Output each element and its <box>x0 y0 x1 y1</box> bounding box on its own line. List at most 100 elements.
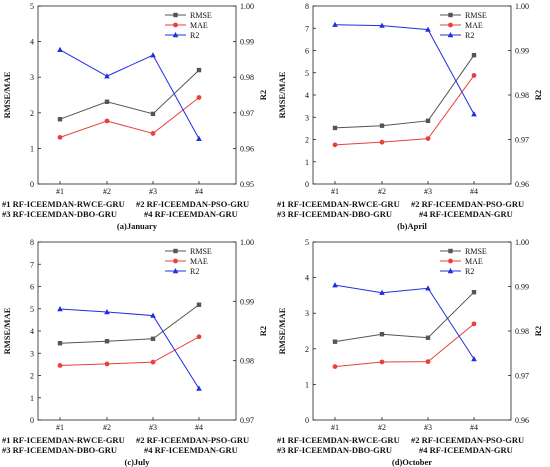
left-tick-label: 7 <box>30 260 34 269</box>
method-label: #2 RF-ICEEMDAN-PSO-GRU <box>411 435 524 445</box>
method-label: #3 RF-ICEEMDAN-DBO-GRU <box>277 445 392 455</box>
x-tick-label: #1 <box>56 423 64 432</box>
data-point-rmse <box>379 123 385 128</box>
legend-marker-rmse <box>173 12 178 18</box>
method-label: #4 RF-ICEEMDAN-GRU <box>144 209 238 219</box>
legend-marker-r2 <box>172 32 179 38</box>
x-tick-label: #3 <box>149 187 157 196</box>
legend-label: MAE <box>465 21 483 30</box>
right-tick-label: 0.99 <box>240 297 254 306</box>
method-label: #2 RF-ICEEMDAN-PSO-GRU <box>136 435 249 445</box>
data-point-rmse <box>104 339 110 344</box>
chart-caption: (d)October <box>392 457 432 467</box>
legend-marker-rmse <box>448 12 453 18</box>
data-point-rmse <box>196 302 202 307</box>
left-tick-label: 8 <box>305 2 309 11</box>
left-tick-label: 3 <box>30 73 34 82</box>
right-axis-title: R2 <box>533 90 543 100</box>
left-tick-label: 2 <box>30 109 34 118</box>
data-point-r2 <box>150 52 156 58</box>
data-point-r2 <box>104 309 110 315</box>
right-tick-label: 1.00 <box>240 2 254 11</box>
left-tick-label: 0 <box>305 416 309 425</box>
data-point-r2 <box>379 22 385 28</box>
legend-marker-rmse <box>173 248 178 254</box>
legend-label: MAE <box>190 257 208 266</box>
x-tick-label: #3 <box>424 187 432 196</box>
data-point-r2 <box>196 385 202 391</box>
series-line-rmse <box>59 69 200 120</box>
data-point-mae <box>425 136 431 142</box>
series-line-rmse <box>334 54 475 129</box>
left-tick-label: 3 <box>305 113 309 122</box>
legend-marker-mae <box>173 22 178 28</box>
legend-label: R2 <box>190 31 199 40</box>
left-tick-label: 2 <box>305 136 309 145</box>
data-point-mae <box>57 363 63 368</box>
series-line-mae <box>59 97 200 138</box>
left-tick-label: 3 <box>30 349 34 358</box>
method-label: #1 RF-ICEEMDAN-RWCE-GRU <box>2 435 125 445</box>
data-point-mae <box>332 142 338 148</box>
left-tick-label: 8 <box>30 238 34 247</box>
data-point-r2 <box>57 46 63 52</box>
legend-label: RMSE <box>190 11 212 20</box>
left-tick-label: 0 <box>305 180 309 189</box>
method-label: #3 RF-ICEEMDAN-DBO-GRU <box>277 209 392 219</box>
left-tick-label: 6 <box>305 47 309 56</box>
data-point-mae <box>196 334 202 340</box>
data-point-mae <box>57 134 63 140</box>
left-axis-title: RMSE/MAE <box>277 71 287 118</box>
right-axis-title: R2 <box>258 326 268 336</box>
data-point-r2 <box>196 135 202 141</box>
method-label: #2 RF-ICEEMDAN-PSO-GRU <box>411 199 524 209</box>
series-line-r2 <box>59 49 200 140</box>
left-tick-label: 1 <box>305 380 309 389</box>
data-point-rmse <box>57 117 63 122</box>
left-tick-label: 4 <box>305 91 309 100</box>
right-tick-label: 0.96 <box>240 144 254 153</box>
chart-panel-4: 0 1 2 3 4 5 0.96 0.97 0.98 0.99 1.00 #1 #2 #3 #4 RMSE/M… <box>277 238 543 467</box>
legend-marker-r2 <box>172 268 179 274</box>
data-point-r2 <box>332 282 338 288</box>
right-tick-label: 0.97 <box>515 372 529 381</box>
right-tick-label: 0.98 <box>240 73 254 82</box>
chart-caption: (a)January <box>117 221 158 231</box>
series-line-mae <box>59 336 200 366</box>
method-label: #1 RF-ICEEMDAN-RWCE-GRU <box>2 199 125 209</box>
data-point-rmse <box>425 335 431 340</box>
x-tick-label: #3 <box>149 423 157 432</box>
left-tick-label: 1 <box>30 144 34 153</box>
left-tick-label: 1 <box>30 394 34 403</box>
right-axis-title: R2 <box>258 90 268 100</box>
left-axis-title: RMSE/MAE <box>2 71 12 118</box>
data-point-mae <box>104 118 110 124</box>
legend-label: R2 <box>465 31 474 40</box>
chart-caption: (c)July <box>124 457 150 467</box>
data-point-r2 <box>57 306 63 312</box>
left-tick-label: 2 <box>305 345 309 354</box>
plot-frame <box>37 241 237 421</box>
legend-marker-r2 <box>447 32 454 38</box>
left-tick-label: 5 <box>305 238 309 247</box>
data-point-mae <box>104 361 110 367</box>
data-point-rmse <box>379 332 385 337</box>
data-point-r2 <box>379 289 385 295</box>
legend-marker-mae <box>448 258 453 264</box>
data-point-mae <box>471 73 477 78</box>
data-point-mae <box>379 359 385 365</box>
right-tick-label: 0.98 <box>515 327 529 336</box>
left-tick-label: 5 <box>30 305 34 314</box>
method-label: #3 RF-ICEEMDAN-DBO-GRU <box>2 445 117 455</box>
series-line-rmse <box>334 291 475 343</box>
chart-caption: (b)April <box>397 221 427 231</box>
right-tick-label: 0.96 <box>515 180 529 189</box>
data-point-rmse <box>104 99 110 104</box>
right-tick-label: 0.97 <box>515 136 529 145</box>
method-label: #3 RF-ICEEMDAN-DBO-GRU <box>2 209 117 219</box>
method-label: #4 RF-ICEEMDAN-GRU <box>419 445 513 455</box>
right-tick-label: 0.98 <box>240 357 254 366</box>
